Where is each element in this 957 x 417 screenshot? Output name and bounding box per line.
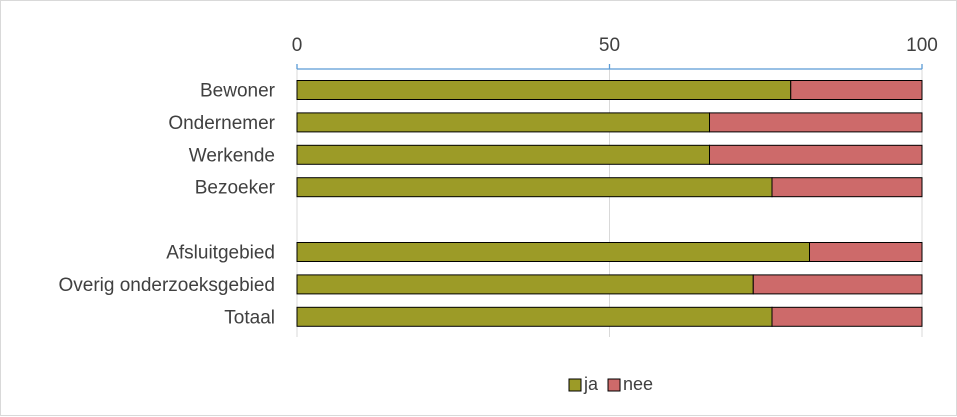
- legend-swatch-nee: [607, 378, 621, 392]
- category-label: Afsluitgebied: [166, 243, 275, 264]
- bar-nee: [790, 80, 923, 100]
- legend-label-ja: ja: [583, 374, 599, 394]
- category-label: Ondernemer: [168, 113, 275, 134]
- legend-label-nee: nee: [623, 374, 653, 394]
- bar-ja: [296, 112, 710, 133]
- bar-nee: [709, 144, 923, 165]
- bar-nee: [709, 112, 923, 133]
- bar-ja: [296, 274, 754, 295]
- grid-layer: [296, 69, 923, 337]
- bar-ja: [296, 177, 773, 198]
- category-label: Totaal: [224, 307, 275, 328]
- x-tick-label-50: 50: [599, 35, 620, 56]
- bar-ja: [296, 242, 810, 262]
- x-tick-label-0: 0: [292, 35, 303, 56]
- category-labels: Bewoner Ondernemer Werkende Bezoeker Afsluit…: [58, 81, 275, 329]
- x-tick-label-100: 100: [906, 35, 938, 56]
- x-axis: 0 50 100: [292, 35, 938, 70]
- bar-nee: [809, 242, 923, 262]
- bar-nee: [771, 306, 923, 327]
- bar-layer: [296, 80, 923, 327]
- category-label: Bezoeker: [195, 178, 276, 199]
- bar-ja: [296, 144, 710, 165]
- category-label: Werkende: [189, 145, 275, 166]
- bar-nee: [771, 177, 923, 198]
- category-label: Bewoner: [200, 81, 276, 102]
- bar-ja: [296, 306, 773, 327]
- bar-nee: [752, 274, 923, 295]
- bar-ja: [296, 80, 792, 100]
- legend: ja nee: [568, 374, 653, 394]
- legend-swatch-ja: [568, 378, 582, 392]
- category-label: Overig onderzoeksgebied: [58, 275, 275, 296]
